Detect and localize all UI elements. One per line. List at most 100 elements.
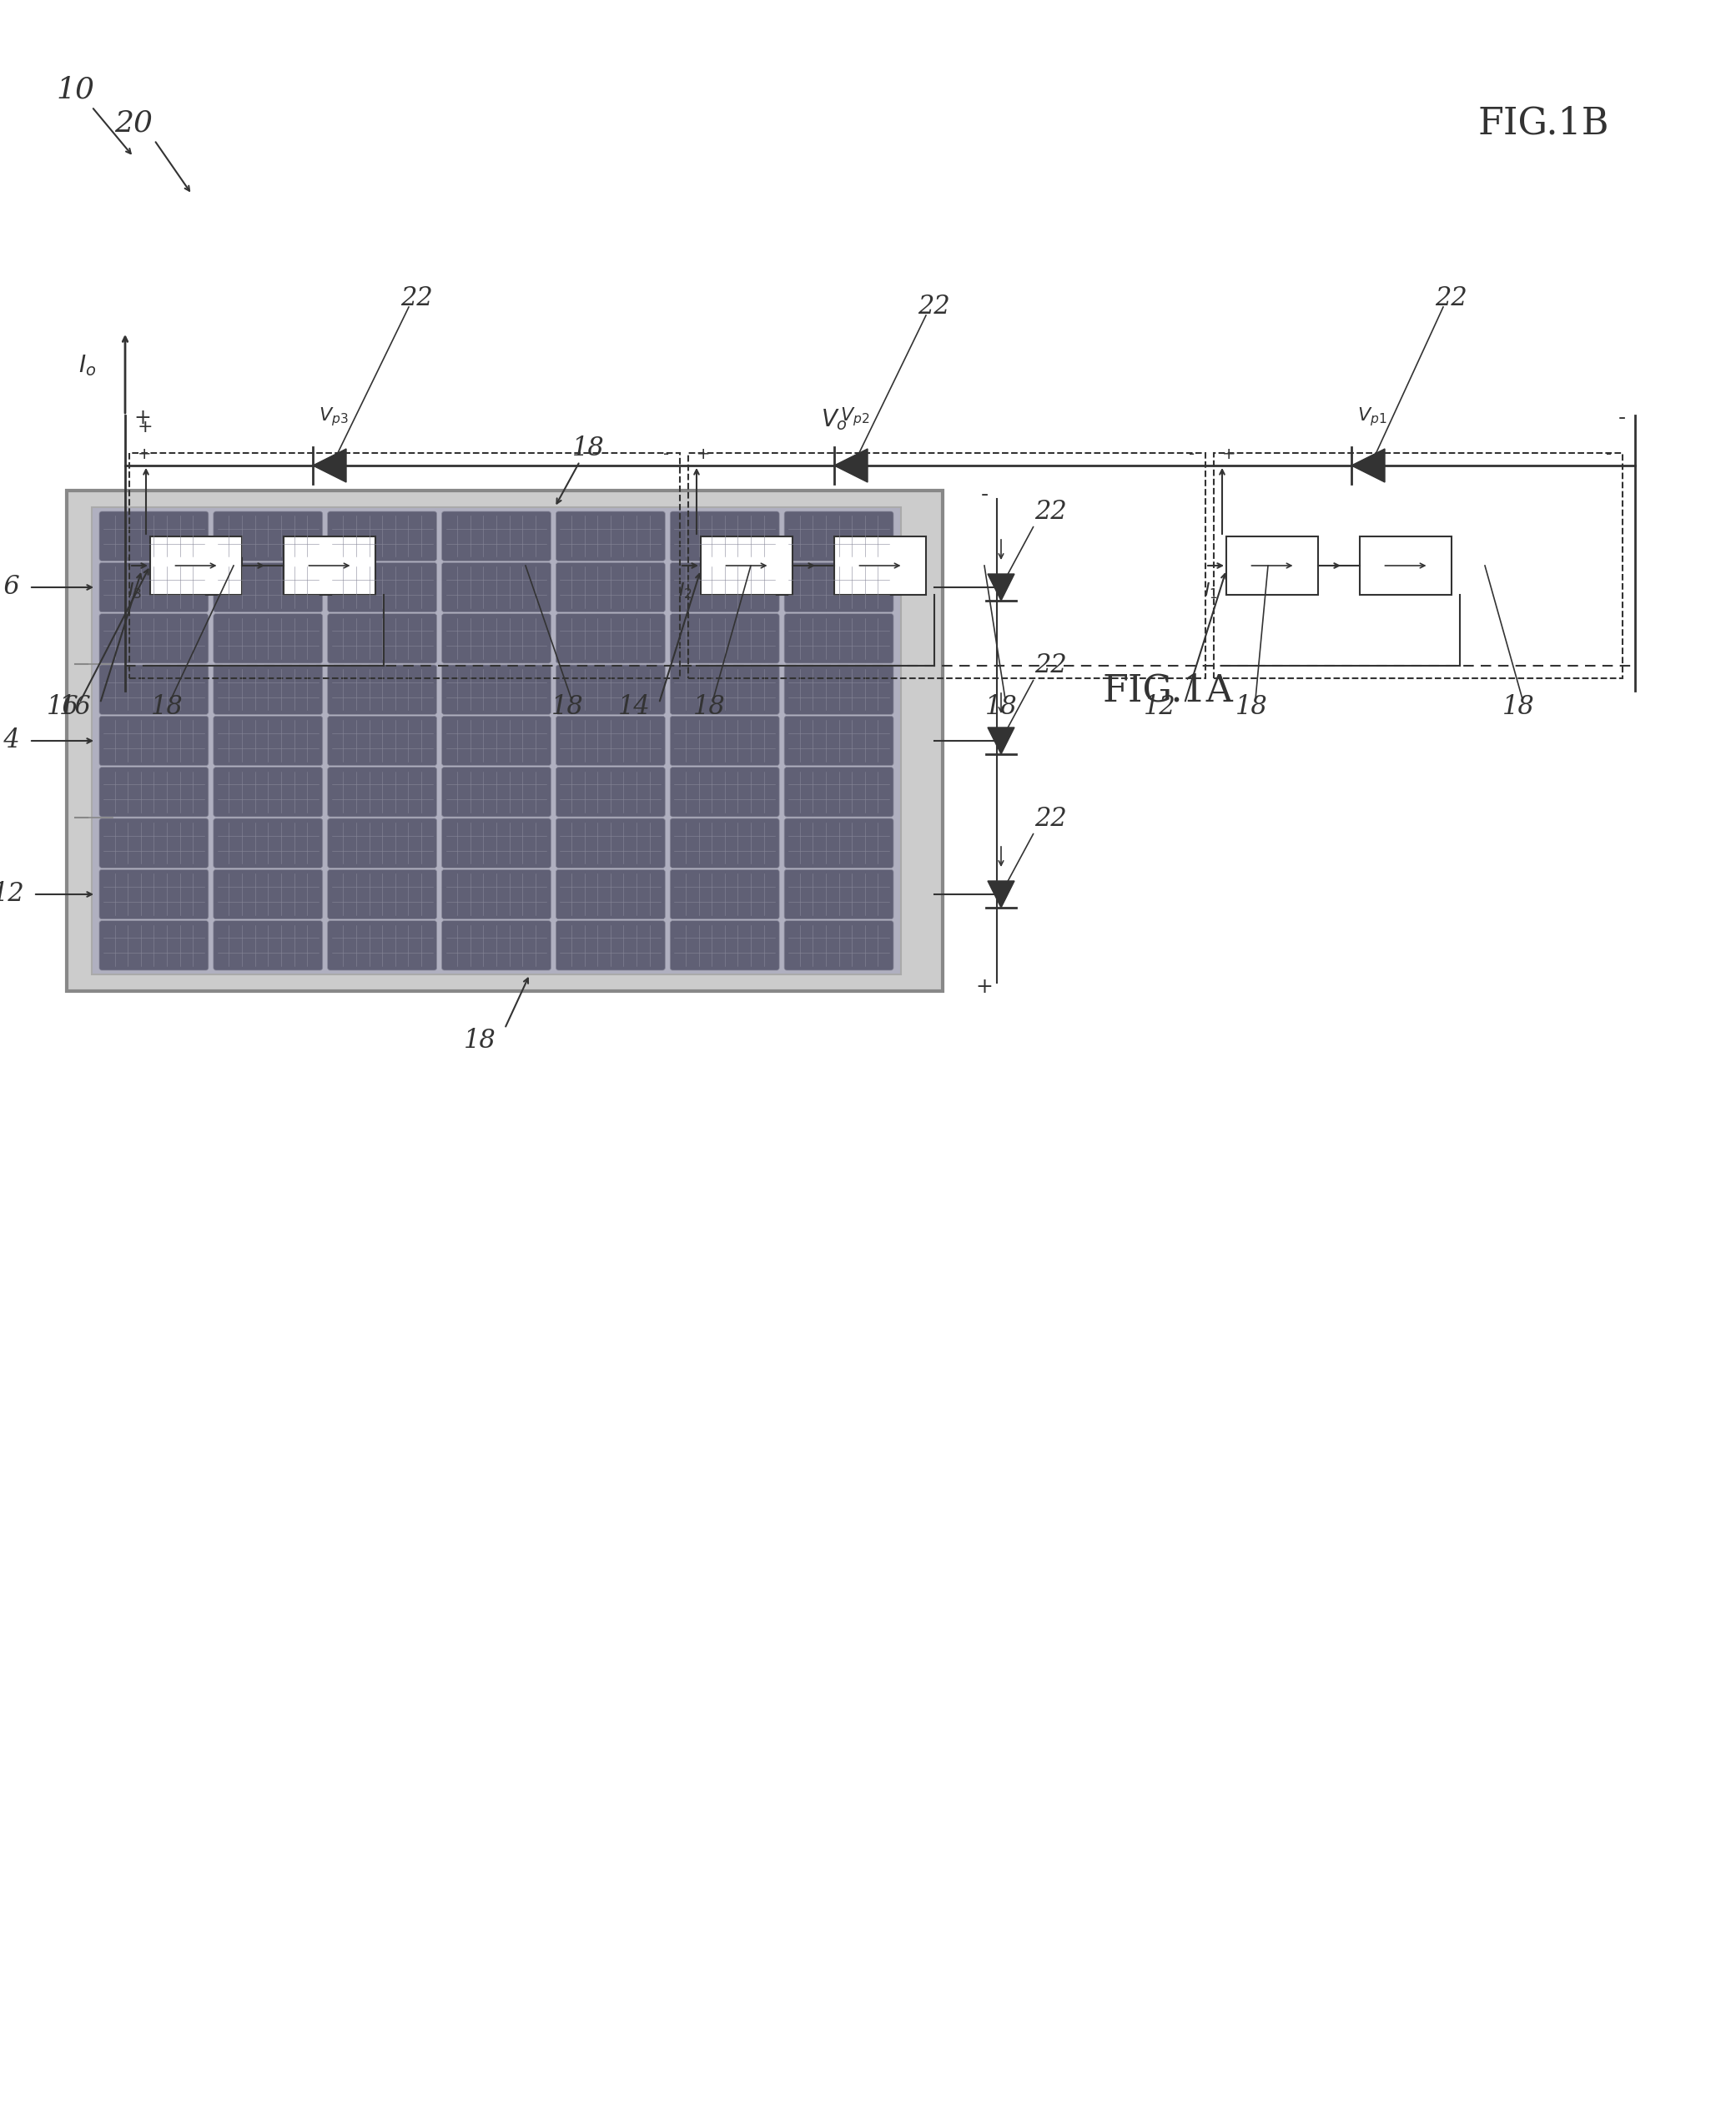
FancyBboxPatch shape (99, 922, 208, 970)
FancyBboxPatch shape (556, 614, 665, 662)
Text: -: - (1618, 407, 1627, 428)
Text: FIG.1B: FIG.1B (1477, 105, 1609, 141)
FancyBboxPatch shape (214, 664, 323, 715)
FancyBboxPatch shape (328, 818, 437, 869)
FancyBboxPatch shape (441, 869, 550, 920)
Text: +: + (696, 447, 710, 462)
FancyBboxPatch shape (328, 614, 437, 662)
Bar (1213, 453, 1623, 679)
FancyBboxPatch shape (99, 818, 208, 869)
FancyBboxPatch shape (785, 664, 894, 715)
Bar (1226, 536, 1318, 595)
FancyBboxPatch shape (99, 664, 208, 715)
FancyBboxPatch shape (214, 563, 323, 612)
Text: $I_2$: $I_2$ (679, 580, 693, 601)
Bar (835, 536, 925, 595)
FancyBboxPatch shape (214, 614, 323, 662)
Polygon shape (988, 574, 1014, 601)
Text: 16: 16 (59, 694, 92, 721)
FancyBboxPatch shape (556, 922, 665, 970)
Bar (283, 536, 375, 595)
Text: $V_{p2}$: $V_{p2}$ (840, 405, 870, 428)
FancyBboxPatch shape (99, 768, 208, 816)
FancyBboxPatch shape (670, 818, 779, 869)
FancyBboxPatch shape (328, 922, 437, 970)
FancyBboxPatch shape (328, 768, 437, 816)
FancyBboxPatch shape (785, 922, 894, 970)
Bar (701, 536, 793, 595)
FancyBboxPatch shape (441, 717, 550, 766)
Text: 20: 20 (115, 110, 153, 137)
FancyBboxPatch shape (214, 869, 323, 920)
FancyBboxPatch shape (785, 818, 894, 869)
Text: 14: 14 (0, 728, 21, 753)
Text: 18: 18 (984, 694, 1017, 721)
Text: 18: 18 (693, 694, 726, 721)
Text: -: - (663, 447, 668, 462)
Text: $V_o$: $V_o$ (821, 407, 847, 432)
Text: 22: 22 (401, 285, 434, 312)
Bar (128, 453, 681, 679)
Text: -: - (1606, 447, 1611, 462)
FancyBboxPatch shape (670, 869, 779, 920)
FancyBboxPatch shape (328, 869, 437, 920)
FancyBboxPatch shape (556, 664, 665, 715)
FancyBboxPatch shape (670, 510, 779, 561)
Text: $I_1$: $I_1$ (1203, 580, 1219, 601)
FancyBboxPatch shape (214, 768, 323, 816)
FancyBboxPatch shape (99, 510, 208, 561)
Text: 18: 18 (550, 694, 583, 721)
Bar (1359, 536, 1451, 595)
Text: 18: 18 (571, 437, 604, 462)
FancyBboxPatch shape (556, 869, 665, 920)
Polygon shape (988, 882, 1014, 907)
Polygon shape (312, 449, 345, 483)
Text: 18: 18 (464, 1029, 496, 1054)
FancyBboxPatch shape (328, 664, 437, 715)
Text: 22: 22 (1035, 654, 1068, 679)
FancyBboxPatch shape (441, 614, 550, 662)
FancyBboxPatch shape (670, 614, 779, 662)
FancyBboxPatch shape (328, 510, 437, 561)
Text: 18: 18 (1234, 694, 1267, 721)
FancyBboxPatch shape (556, 818, 665, 869)
Polygon shape (988, 728, 1014, 755)
FancyBboxPatch shape (99, 717, 208, 766)
Bar (149, 536, 241, 595)
Text: $I_o$: $I_o$ (78, 352, 95, 378)
FancyBboxPatch shape (66, 491, 943, 991)
FancyBboxPatch shape (441, 768, 550, 816)
FancyBboxPatch shape (214, 922, 323, 970)
FancyBboxPatch shape (785, 510, 894, 561)
Text: 22: 22 (1035, 500, 1068, 525)
Text: 18: 18 (151, 694, 182, 721)
Text: 22: 22 (1436, 285, 1467, 312)
FancyBboxPatch shape (670, 664, 779, 715)
Text: +: + (976, 976, 993, 998)
FancyBboxPatch shape (441, 818, 550, 869)
FancyBboxPatch shape (99, 563, 208, 612)
FancyBboxPatch shape (785, 717, 894, 766)
Text: FIG.1A: FIG.1A (1102, 673, 1233, 709)
FancyBboxPatch shape (556, 768, 665, 816)
FancyBboxPatch shape (441, 922, 550, 970)
Text: 10: 10 (56, 76, 94, 103)
FancyBboxPatch shape (214, 510, 323, 561)
Polygon shape (835, 449, 868, 483)
Text: -: - (981, 485, 988, 504)
Text: +: + (1222, 447, 1236, 462)
Text: -: - (1189, 447, 1194, 462)
Text: $V_{p1}$: $V_{p1}$ (1358, 405, 1387, 428)
FancyBboxPatch shape (99, 614, 208, 662)
Text: 22: 22 (1035, 806, 1068, 833)
Text: 12: 12 (0, 882, 24, 907)
FancyBboxPatch shape (441, 510, 550, 561)
Text: 12: 12 (1144, 694, 1175, 721)
Text: 16: 16 (0, 574, 21, 601)
FancyBboxPatch shape (556, 510, 665, 561)
FancyBboxPatch shape (214, 818, 323, 869)
Bar (92, 508, 901, 974)
FancyBboxPatch shape (99, 869, 208, 920)
FancyBboxPatch shape (785, 614, 894, 662)
FancyBboxPatch shape (441, 563, 550, 612)
